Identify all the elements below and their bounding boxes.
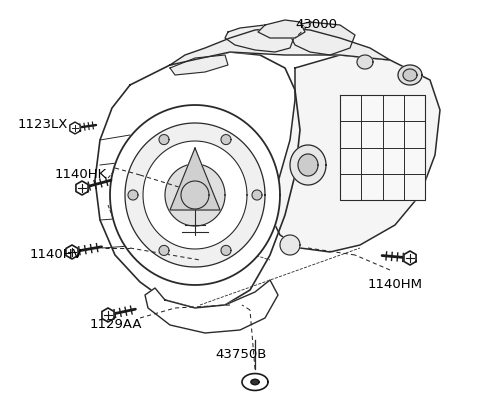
Polygon shape — [290, 145, 326, 185]
Polygon shape — [66, 245, 78, 259]
Polygon shape — [125, 123, 265, 267]
Polygon shape — [70, 122, 80, 134]
Polygon shape — [170, 148, 220, 210]
Polygon shape — [102, 308, 114, 322]
Polygon shape — [159, 245, 169, 255]
Polygon shape — [285, 22, 355, 55]
Polygon shape — [170, 55, 228, 75]
Polygon shape — [298, 154, 318, 176]
Polygon shape — [403, 69, 417, 81]
Text: 1140HV: 1140HV — [30, 248, 83, 261]
Polygon shape — [270, 55, 440, 252]
Polygon shape — [251, 380, 259, 385]
Polygon shape — [242, 373, 268, 390]
Polygon shape — [404, 251, 416, 265]
Polygon shape — [165, 164, 225, 226]
Polygon shape — [258, 20, 305, 38]
Polygon shape — [280, 235, 300, 255]
Polygon shape — [145, 280, 278, 333]
Polygon shape — [170, 28, 390, 65]
Polygon shape — [128, 190, 138, 200]
Text: 43750B: 43750B — [215, 348, 266, 361]
Polygon shape — [221, 135, 231, 145]
Polygon shape — [398, 65, 422, 85]
Text: 1123LX: 1123LX — [18, 118, 68, 131]
Polygon shape — [181, 181, 209, 209]
Polygon shape — [340, 95, 425, 200]
Polygon shape — [159, 135, 169, 145]
Text: 1129AA: 1129AA — [90, 318, 143, 331]
Polygon shape — [221, 245, 231, 255]
Polygon shape — [252, 190, 262, 200]
Text: 1140HK: 1140HK — [55, 168, 107, 181]
Polygon shape — [357, 55, 373, 69]
Polygon shape — [225, 25, 295, 52]
Polygon shape — [143, 141, 247, 249]
Polygon shape — [95, 52, 300, 308]
Text: 1140HM: 1140HM — [368, 278, 423, 291]
Text: 43000: 43000 — [295, 18, 337, 31]
Polygon shape — [110, 105, 280, 285]
Polygon shape — [76, 181, 88, 195]
